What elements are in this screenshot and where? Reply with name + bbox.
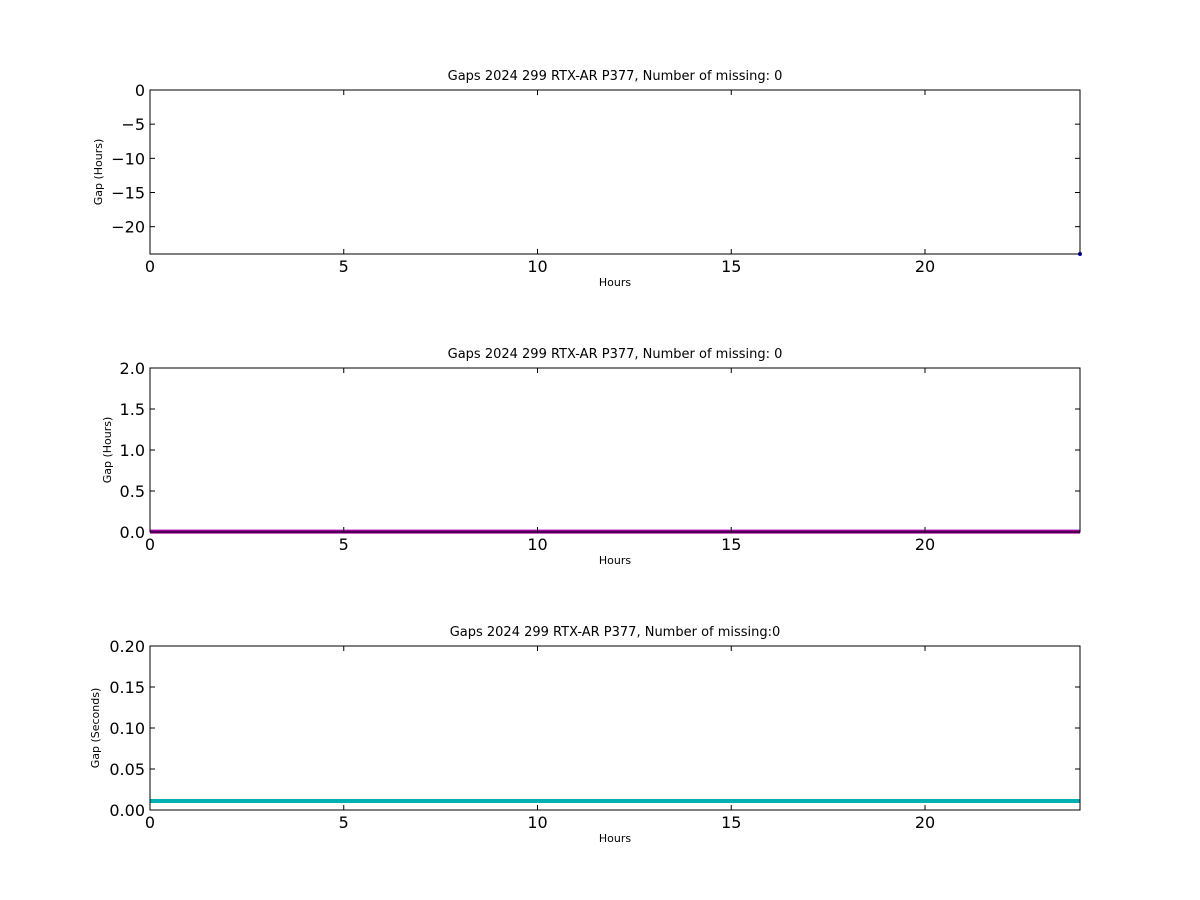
panel-3-ylabel: Gap (Seconds) bbox=[89, 688, 102, 769]
panel-3-xtick-label: 0 bbox=[145, 813, 155, 832]
panel-1: Gaps 2024 299 RTX-AR P377, Number of mis… bbox=[92, 69, 1082, 289]
panel-1-ytick-label: −5 bbox=[121, 115, 145, 134]
panel-3-ytick-label: 0.20 bbox=[109, 637, 145, 656]
panel-2-xtick-label: 15 bbox=[721, 535, 741, 554]
panel-2-ytick-label: 1.5 bbox=[120, 400, 145, 419]
panel-1-xtick-label: 15 bbox=[721, 257, 741, 276]
panel-1-title: Gaps 2024 299 RTX-AR P377, Number of mis… bbox=[448, 69, 783, 84]
panel-2-xtick-label: 20 bbox=[915, 535, 935, 554]
panel-1-xlabel: Hours bbox=[599, 276, 631, 289]
panel-2-title: Gaps 2024 299 RTX-AR P377, Number of mis… bbox=[448, 347, 783, 362]
panel-2-xtick-label: 10 bbox=[527, 535, 547, 554]
panel-2-ytick-label: 1.0 bbox=[120, 441, 145, 460]
panel-3-xlabel: Hours bbox=[599, 832, 631, 845]
panel-1-ytick-label: −20 bbox=[111, 218, 145, 237]
panel-2-xtick-label: 0 bbox=[145, 535, 155, 554]
panel-2-marks: 0 5 10 15 20 0.0 0.5 1.0 1.5 2.0 bbox=[120, 359, 1081, 554]
panel-3-marks: 0 5 10 15 20 0.00 0.05 0.10 0.15 0.20 bbox=[109, 637, 1081, 832]
panel-1-xtick-label: 20 bbox=[915, 257, 935, 276]
panel-3-title: Gaps 2024 299 RTX-AR P377, Number of mis… bbox=[450, 625, 781, 640]
panel-1-xtick-label: 10 bbox=[527, 257, 547, 276]
panel-1-xtick-label: 0 bbox=[145, 257, 155, 276]
panel-2-ytick-label: 0.5 bbox=[120, 482, 145, 501]
panel-3-ytick-label: 0.10 bbox=[109, 719, 145, 738]
panel-2-xtick-label: 5 bbox=[339, 535, 349, 554]
panel-2-ylabel: Gap (Hours) bbox=[101, 417, 114, 484]
panel-1-marks: 0 5 10 15 20 0 −5 −10 −15 −20 bbox=[111, 81, 1082, 276]
panel-3-xtick-label: 5 bbox=[339, 813, 349, 832]
panel-1-ylabel: Gap (Hours) bbox=[92, 139, 105, 206]
panel-2-xlabel: Hours bbox=[599, 554, 631, 567]
panel-3-xtick-label: 10 bbox=[527, 813, 547, 832]
panel-3-ytick-label: 0.15 bbox=[109, 678, 145, 697]
panel-2: Gaps 2024 299 RTX-AR P377, Number of mis… bbox=[101, 347, 1081, 567]
panel-3-xtick-label: 15 bbox=[721, 813, 741, 832]
panel-1-ytick-label: 0 bbox=[135, 81, 145, 100]
panel-3-ytick-label: 0.05 bbox=[109, 760, 145, 779]
panel-3: Gaps 2024 299 RTX-AR P377, Number of mis… bbox=[89, 625, 1081, 845]
panel-1-ytick-label: −10 bbox=[111, 149, 145, 168]
panel-1-ytick-label: −15 bbox=[111, 184, 145, 203]
panel-1-axes-frame bbox=[149, 89, 1081, 255]
panel-1-xtick-label: 5 bbox=[339, 257, 349, 276]
panel-2-ytick-label: 2.0 bbox=[120, 359, 145, 378]
panel-3-xtick-label: 20 bbox=[915, 813, 935, 832]
panel-2-ytick-label: 0.0 bbox=[120, 523, 145, 542]
panel-3-ytick-label: 0.00 bbox=[109, 801, 145, 820]
